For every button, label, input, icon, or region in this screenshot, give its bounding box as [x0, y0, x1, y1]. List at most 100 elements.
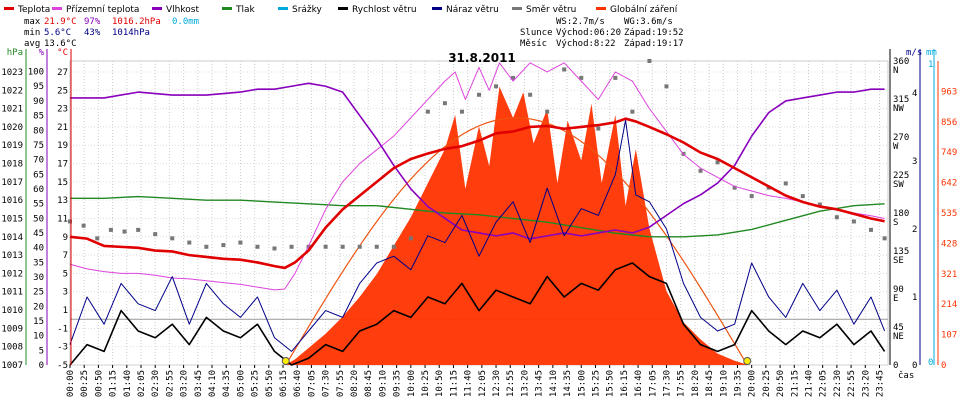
temperature-axis-tick-label: 23	[57, 105, 68, 115]
x-tick-label: 06:15	[279, 370, 289, 397]
radiation-tick-label: 321	[941, 270, 957, 280]
hpa-axis-tick-label: 1015	[1, 214, 23, 224]
wind-dir-tick-label: 0	[893, 361, 898, 371]
wind-dir-point	[494, 84, 499, 89]
x-axis-label: čas	[898, 370, 914, 381]
humidity-axis-tick-label: 30	[33, 273, 44, 283]
wind-dir-tick-label: W	[893, 142, 899, 152]
x-tick-label: 03:45	[194, 370, 204, 397]
wind-dir-tick-label: 90	[893, 285, 904, 295]
legend-label: Srážky	[292, 5, 323, 15]
wind-dir-point	[357, 244, 362, 249]
stats-avg-label: avg	[24, 39, 40, 49]
wind-dir-point	[630, 109, 635, 114]
wind-speed-tick-label: 3	[912, 157, 917, 167]
wind-dir-tick-label: NW	[893, 104, 904, 114]
legend-swatch	[512, 7, 522, 10]
x-tick-label: 12:05	[478, 370, 488, 397]
rain-tick-label: 1	[928, 60, 933, 70]
hpa-axis-tick-label: 1012	[1, 269, 23, 279]
stats-block: max 21.9°C 97% 1016.2hPa 0.0mm min 5.6°C…	[24, 17, 684, 49]
humidity-axis-tick-label: 35	[33, 258, 44, 268]
x-tick-label: 23:20	[861, 370, 871, 397]
stats-max-hum: 97%	[84, 17, 101, 27]
sunrise-marker	[281, 357, 290, 365]
stats-min-temp: 5.6°C	[44, 28, 71, 38]
temperature-axis-tick-label: -3	[57, 343, 68, 353]
temperature-axis-tick-label: 15	[57, 178, 68, 188]
radiation-tick-label: 214	[941, 300, 957, 310]
hpa-axis-tick-label: 1021	[1, 105, 23, 115]
hpa-axis-tick-label: 1017	[1, 178, 23, 188]
x-tick-label: 19:35	[733, 370, 743, 397]
wind-dir-point	[783, 181, 788, 186]
x-tick-label: 13:45	[535, 370, 545, 397]
humidity-axis-tick-label: 25	[33, 288, 44, 298]
x-tick-label: 16:40	[634, 370, 644, 397]
legend-label: Rychlost větru	[352, 5, 417, 15]
temperature-line	[69, 117, 885, 270]
x-tick-label: 11:15	[449, 370, 459, 397]
radiation-tick-label: 963	[941, 87, 957, 97]
temperature-axis-tick-label: 17	[57, 160, 68, 170]
wind-dir-tick-label: E	[893, 294, 898, 304]
x-tick-label: 10:50	[435, 370, 445, 397]
wind-speed-tick-label: 2	[912, 225, 917, 235]
radiation-tick-label: 428	[941, 239, 957, 249]
humidity-axis-tick-label: 85	[33, 112, 44, 122]
stats-max-temp: 21.9°C	[44, 17, 77, 27]
x-tick-label: 11:40	[464, 370, 474, 397]
x-tick-label: 00:50	[94, 370, 104, 397]
wind-dir-point	[153, 232, 158, 237]
radiation-tick-label: 642	[941, 179, 957, 189]
humidity-axis-tick-label: 5	[39, 346, 44, 356]
legend-label: Vlhkost	[166, 5, 199, 15]
wind-dir-point	[579, 75, 584, 80]
x-tick-label: 20:50	[776, 370, 786, 397]
temperature-axis-tick-label: 5	[63, 269, 68, 279]
stats-moonset: Západ:19:17	[624, 39, 684, 49]
wind-dir-point	[851, 219, 856, 224]
humidity-axis-tick-label: 75	[33, 141, 44, 151]
wind-speed-tick-label: 0	[912, 361, 917, 371]
wind-dir-point	[664, 84, 669, 89]
humidity-axis-tick-label: 65	[33, 170, 44, 180]
legend-label: Přízemní teplota	[66, 5, 139, 15]
stats-moon-label: Měsíc	[520, 39, 547, 49]
wind-dir-point	[834, 215, 839, 220]
x-tick-label: 10:00	[407, 370, 417, 397]
hpa-axis-tick-label: 1010	[1, 306, 23, 316]
x-tick-label: 15:25	[591, 370, 601, 397]
humidity-axis-tick-label: 15	[33, 317, 44, 327]
wind-dir-point	[562, 67, 567, 72]
temperature-axis-tick-label: 9	[63, 233, 68, 243]
x-tick-label: 20:00	[748, 370, 758, 397]
wind-dir-point	[272, 246, 277, 251]
pressure-line	[70, 195, 885, 238]
humidity-axis-unit: %	[39, 48, 45, 58]
temperature-axis-unit: °C	[57, 48, 68, 58]
wind-dir-point	[108, 227, 113, 232]
wind-speed-tick-label: 4	[912, 89, 917, 99]
wind-dir-tick-label: NE	[893, 332, 904, 342]
wind-dir-point	[749, 194, 754, 199]
wind-dir-point	[715, 160, 720, 165]
x-tick-label: 16:15	[620, 370, 630, 397]
humidity-axis-tick-label: 100	[28, 68, 44, 78]
hpa-axis-tick-label: 1020	[1, 123, 23, 133]
x-tick-label: 14:35	[563, 370, 573, 397]
wind-dir-tick-label: 45	[893, 323, 904, 333]
wind-dir-point	[238, 240, 243, 245]
wind-dir-point	[528, 92, 533, 97]
wind-speed-tick-label: 1	[912, 293, 917, 303]
radiation-tick-label: 535	[941, 209, 957, 219]
wind-dir-tick-label: 225	[893, 171, 909, 181]
x-tick-label: 09:35	[393, 370, 403, 397]
x-tick-label: 07:55	[336, 370, 346, 397]
wind-dir-point	[340, 244, 345, 249]
hpa-axis-tick-label: 1008	[1, 343, 23, 353]
stats-min-hum: 43%	[84, 28, 101, 38]
temperature-axis-tick-label: 25	[57, 86, 68, 96]
hpa-axis-tick-label: 1019	[1, 141, 23, 151]
legend-label: Globální záření	[610, 5, 678, 15]
